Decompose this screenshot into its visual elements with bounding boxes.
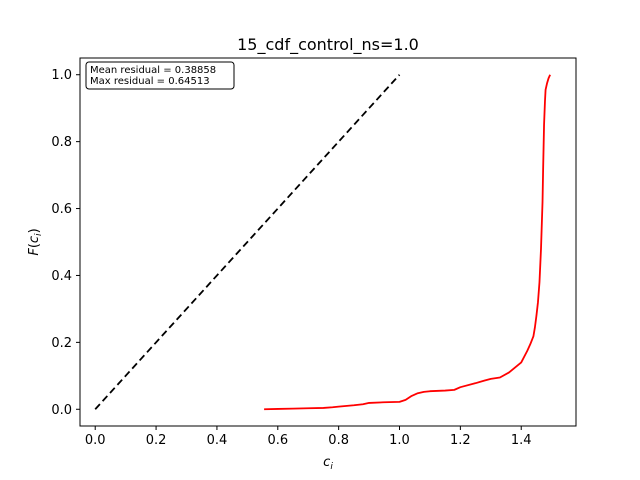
y-tick-label: 0.0 xyxy=(51,403,72,418)
y-tick-label: 1.0 xyxy=(51,68,72,83)
series-layer xyxy=(94,74,551,411)
y-tick-label: 0.8 xyxy=(51,135,72,150)
plot-frame xyxy=(79,57,577,427)
x-tick-label: 0.4 xyxy=(207,433,228,448)
chart-title: 15_cdf_control_ns=1.0 xyxy=(237,35,419,55)
reference-diagonal-line xyxy=(94,74,401,410)
x-axis-label: ci xyxy=(323,455,333,472)
annotation-max-residual: Max residual = 0.64513 xyxy=(90,76,210,87)
x-tick-label: 1.0 xyxy=(389,433,410,448)
x-tick-label: 0.6 xyxy=(267,433,288,448)
x-tick-label: 0.8 xyxy=(328,433,349,448)
annotation-mean-residual: Mean residual = 0.38858 xyxy=(90,65,216,76)
y-tick-label: 0.2 xyxy=(51,336,72,351)
annotation-box xyxy=(85,61,235,90)
empirical-cdf-line xyxy=(264,74,551,411)
x-tick-label: 1.2 xyxy=(450,433,471,448)
y-axis-label: F(ci) xyxy=(27,228,44,255)
x-tick-label: 0.2 xyxy=(146,433,167,448)
y-axis: 0.0 0.2 0.4 0.6 0.8 1.0 xyxy=(51,68,80,418)
y-tick-label: 0.4 xyxy=(51,269,72,284)
x-tick-label: 0.0 xyxy=(85,433,106,448)
x-axis: 0.0 0.2 0.4 0.6 0.8 1.0 1.2 1.4 xyxy=(85,426,532,448)
residual-annotation: Mean residual = 0.38858 Max residual = 0… xyxy=(85,61,235,90)
x-tick-label: 1.4 xyxy=(511,433,532,448)
y-tick-label: 0.6 xyxy=(51,202,72,217)
